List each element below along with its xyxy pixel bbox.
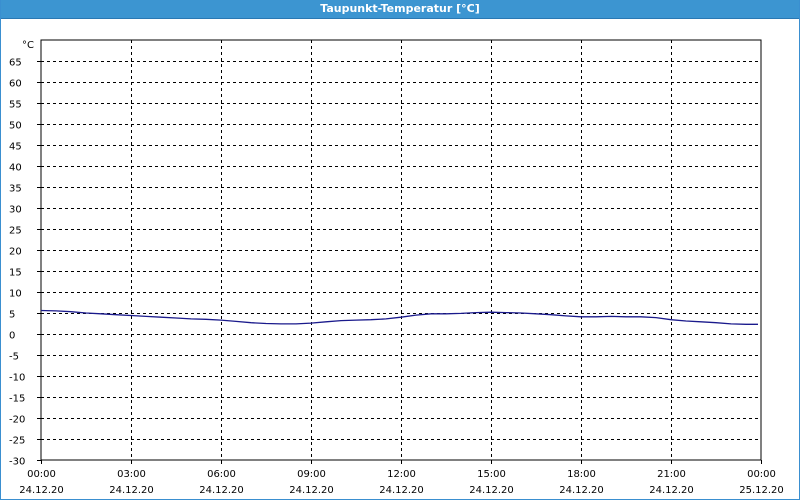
y-tick-label: 0 <box>9 331 15 342</box>
series-line <box>40 309 758 325</box>
x-tick-date: 24.12.20 <box>379 485 424 496</box>
x-tick-date: 24.12.20 <box>199 485 244 496</box>
x-tick-time: 12:00 <box>387 469 416 480</box>
y-tick-label: -5 <box>9 352 19 363</box>
x-tick-time: 09:00 <box>297 469 326 480</box>
x-tick-time: 21:00 <box>657 469 686 480</box>
x-tick-date: 25.12.20 <box>739 485 784 496</box>
x-tick-time: 03:00 <box>117 469 146 480</box>
x-tick-date: 24.12.20 <box>559 485 604 496</box>
y-tick-label: 55 <box>9 100 22 111</box>
x-tick-date: 24.12.20 <box>289 485 334 496</box>
y-tick-label: -10 <box>9 373 25 384</box>
x-tick-date: 24.12.20 <box>469 485 514 496</box>
x-tick-date: 24.12.20 <box>109 485 154 496</box>
x-tick-time: 00:00 <box>27 469 56 480</box>
y-tick-label: 40 <box>9 163 22 174</box>
y-tick-label: -20 <box>9 415 25 426</box>
y-tick-label: -25 <box>9 436 25 447</box>
y-tick-label: 45 <box>9 142 22 153</box>
x-tick-time: 15:00 <box>477 469 506 480</box>
x-tick-date: 24.12.20 <box>19 485 64 496</box>
y-unit-label: °C <box>22 40 34 51</box>
y-tick-label: 15 <box>9 268 22 279</box>
x-tick-date: 24.12.20 <box>649 485 694 496</box>
y-tick-label: 30 <box>9 205 22 216</box>
y-tick-label: 5 <box>9 310 15 321</box>
x-tick-time: 06:00 <box>207 469 236 480</box>
x-tick-time: 18:00 <box>567 469 596 480</box>
y-tick-label: 60 <box>9 79 22 90</box>
y-tick-label: 10 <box>9 289 22 300</box>
y-tick-label: 35 <box>9 184 22 195</box>
window-title: Taupunkt-Temperatur [°C] <box>1 0 799 19</box>
y-tick-label: 25 <box>9 226 22 237</box>
x-tick-time: 00:00 <box>747 469 776 480</box>
y-tick-label: -15 <box>9 394 25 405</box>
y-tick-label: 20 <box>9 247 22 258</box>
y-tick-label: -30 <box>9 457 25 468</box>
y-tick-label: 65 <box>9 58 22 69</box>
y-tick-label: 50 <box>9 121 22 132</box>
